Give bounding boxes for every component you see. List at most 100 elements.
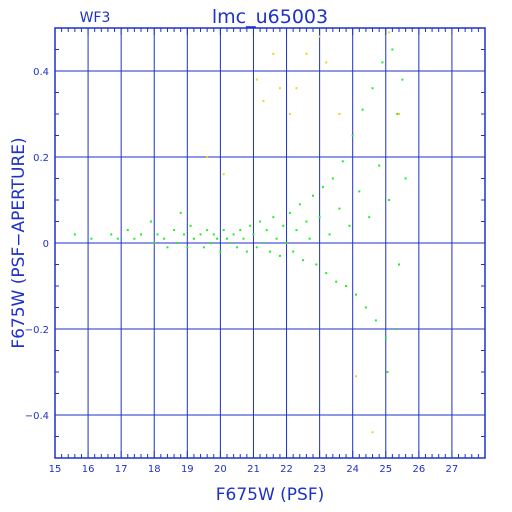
data-point xyxy=(116,237,119,240)
x-tick-label: 16 xyxy=(82,464,95,475)
x-tick-label: 19 xyxy=(181,464,194,475)
y-tick-label: −0.2 xyxy=(25,325,49,336)
data-point xyxy=(318,35,321,38)
data-point xyxy=(312,194,314,197)
data-point xyxy=(325,61,328,64)
data-point xyxy=(149,220,152,223)
data-point xyxy=(338,113,341,115)
data-point xyxy=(384,336,387,339)
grid-lines xyxy=(54,28,485,458)
data-point xyxy=(378,164,381,167)
data-point xyxy=(348,224,351,227)
data-point xyxy=(371,87,374,90)
data-point xyxy=(226,237,228,240)
data-point xyxy=(302,259,305,262)
data-point xyxy=(305,52,308,55)
data-point xyxy=(328,233,331,236)
data-point xyxy=(153,242,156,244)
data-point xyxy=(272,52,275,55)
y-tick-label: 0.4 xyxy=(33,67,49,78)
data-point xyxy=(374,319,377,322)
data-point xyxy=(255,246,258,249)
data-point xyxy=(338,207,341,210)
x-tick-label: 15 xyxy=(49,464,62,475)
x-tick-label: 27 xyxy=(446,464,459,475)
data-point xyxy=(262,100,265,103)
data-point xyxy=(212,233,215,236)
x-axis-label: F675W (PSF) xyxy=(216,485,325,505)
data-point xyxy=(325,272,328,275)
data-point xyxy=(219,250,222,253)
data-point xyxy=(355,375,357,378)
data-point xyxy=(381,61,384,64)
data-point xyxy=(235,246,238,249)
data-point xyxy=(202,246,205,249)
data-point xyxy=(368,216,371,219)
data-point xyxy=(305,220,308,223)
data-point xyxy=(295,229,298,232)
data-point xyxy=(179,211,182,214)
data-point xyxy=(269,250,271,253)
data-point xyxy=(126,229,129,232)
data-point xyxy=(398,263,400,266)
data-point xyxy=(394,328,397,330)
data-point xyxy=(229,242,232,244)
data-point xyxy=(361,108,364,111)
data-point xyxy=(252,233,255,236)
data-point xyxy=(133,237,136,240)
data-point xyxy=(216,237,219,240)
data-point xyxy=(189,224,192,227)
data-point xyxy=(396,113,399,115)
data-point xyxy=(249,224,252,227)
plot-frame xyxy=(54,27,486,459)
y-tick-label: −0.4 xyxy=(25,411,49,422)
data-point xyxy=(298,203,301,206)
data-point xyxy=(245,250,248,253)
x-tick-label: 20 xyxy=(214,464,227,475)
data-point xyxy=(351,134,354,137)
data-point xyxy=(404,177,407,180)
data-point xyxy=(341,160,344,163)
x-tick-label: 22 xyxy=(280,464,293,475)
y-tick-labels: −0.4 −0.2 0 0.2 0.4 xyxy=(25,67,49,422)
y-axis-label: F675W (PSF−APERTURE) xyxy=(9,137,29,348)
data-point xyxy=(388,31,391,34)
data-point xyxy=(262,242,265,244)
data-point xyxy=(282,224,285,227)
data-point xyxy=(371,431,374,434)
data-point xyxy=(186,246,189,249)
data-point xyxy=(73,233,76,236)
data-point xyxy=(401,78,404,81)
data-point xyxy=(183,233,185,236)
data-point xyxy=(206,229,209,232)
data-point xyxy=(163,237,166,240)
x-tick-label: 26 xyxy=(412,464,425,475)
data-point xyxy=(255,78,258,81)
data-point xyxy=(173,229,176,232)
data-point xyxy=(166,246,169,249)
data-point xyxy=(288,211,291,214)
data-point xyxy=(388,199,391,201)
data-point xyxy=(140,233,142,236)
data-point xyxy=(295,87,298,90)
y-tick-label: 0 xyxy=(43,239,49,250)
data-points xyxy=(73,31,407,434)
x-tick-label: 18 xyxy=(148,464,161,475)
chart-subtitle: WF3 xyxy=(80,10,111,26)
data-point xyxy=(199,233,202,236)
chart-title: lmc_u65003 xyxy=(212,6,328,28)
data-point xyxy=(335,280,338,283)
data-point xyxy=(318,216,321,219)
x-tick-label: 25 xyxy=(379,464,392,475)
x-tick-label: 17 xyxy=(115,464,128,475)
data-point xyxy=(331,177,334,180)
data-point xyxy=(364,306,367,309)
data-point xyxy=(278,254,281,257)
data-point xyxy=(265,229,268,232)
data-point xyxy=(272,216,275,219)
data-point xyxy=(391,48,394,51)
data-point xyxy=(259,220,262,223)
data-point xyxy=(292,250,295,253)
data-point xyxy=(315,263,318,266)
